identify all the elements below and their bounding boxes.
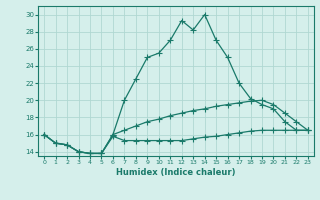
X-axis label: Humidex (Indice chaleur): Humidex (Indice chaleur) [116,168,236,177]
